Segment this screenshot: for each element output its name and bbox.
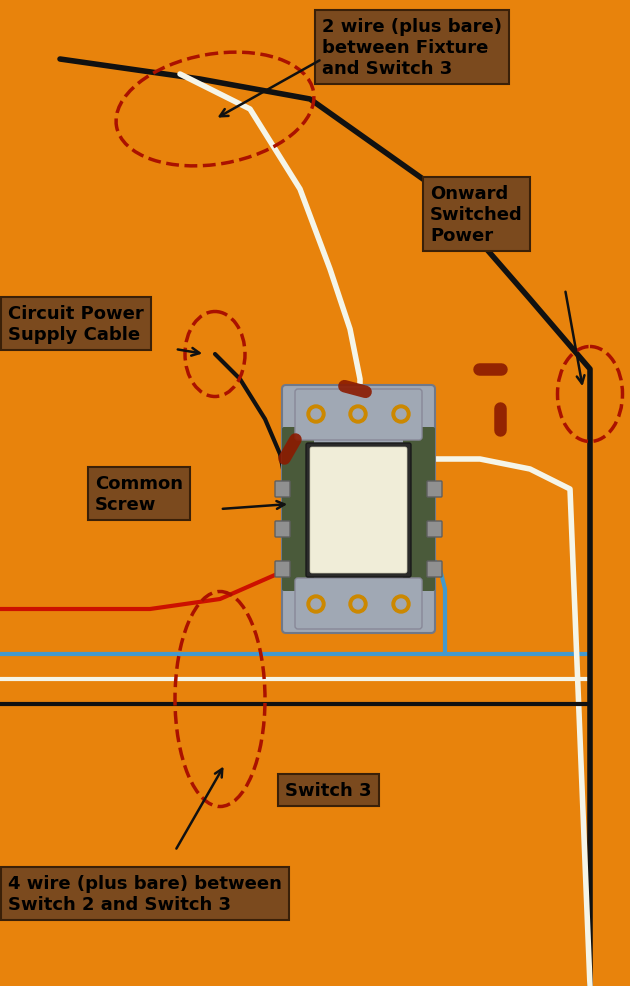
Text: 2 wire (plus bare)
between Fixture
and Switch 3: 2 wire (plus bare) between Fixture and S… (322, 18, 502, 78)
Circle shape (311, 599, 321, 609)
Circle shape (353, 409, 363, 420)
FancyBboxPatch shape (403, 428, 435, 592)
FancyBboxPatch shape (427, 522, 442, 537)
FancyBboxPatch shape (310, 448, 407, 574)
Circle shape (349, 596, 367, 613)
Circle shape (396, 409, 406, 420)
Text: Switch 3: Switch 3 (285, 781, 372, 800)
Circle shape (307, 405, 325, 424)
FancyBboxPatch shape (282, 428, 314, 592)
Text: Common
Screw: Common Screw (95, 474, 183, 514)
FancyBboxPatch shape (306, 444, 411, 578)
Circle shape (392, 596, 410, 613)
Text: 4 wire (plus bare) between
Switch 2 and Switch 3: 4 wire (plus bare) between Switch 2 and … (8, 875, 282, 913)
Circle shape (353, 599, 363, 609)
FancyBboxPatch shape (282, 386, 435, 633)
Circle shape (311, 409, 321, 420)
FancyBboxPatch shape (427, 561, 442, 578)
Text: Onward
Switched
Power: Onward Switched Power (430, 184, 523, 245)
Circle shape (392, 405, 410, 424)
Circle shape (349, 405, 367, 424)
Circle shape (396, 599, 406, 609)
Circle shape (307, 596, 325, 613)
FancyBboxPatch shape (295, 389, 422, 441)
FancyBboxPatch shape (275, 561, 290, 578)
FancyBboxPatch shape (275, 481, 290, 498)
Text: Circuit Power
Supply Cable: Circuit Power Supply Cable (8, 305, 144, 343)
FancyBboxPatch shape (275, 522, 290, 537)
FancyBboxPatch shape (295, 579, 422, 629)
FancyBboxPatch shape (427, 481, 442, 498)
